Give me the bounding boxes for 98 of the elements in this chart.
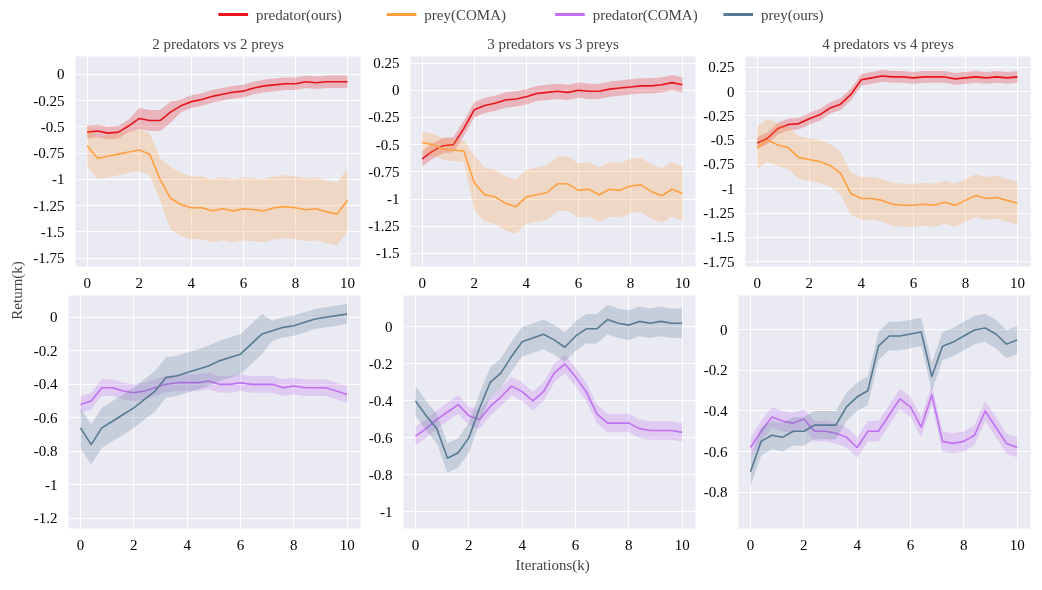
y-tick-label: 0 [50, 309, 58, 326]
x-tick-label: 10 [674, 536, 690, 553]
x-tick-label: 2 [130, 536, 138, 553]
x-tick-label: 8 [626, 274, 635, 291]
y-tick-label: 0 [720, 321, 728, 338]
y-tick-label: -0.75 [703, 156, 735, 173]
legend-label: predator(COMA) [592, 6, 698, 24]
y-tick-label: -1.5 [710, 229, 735, 246]
x-tick-label: 2 [805, 274, 814, 291]
x-tick-label: 8 [290, 536, 298, 553]
y-tick-label: -0.75 [368, 163, 400, 180]
chart-title: 4 predators vs 4 preys [822, 35, 954, 52]
y-tick-label: -0.4 [33, 376, 58, 393]
x-tick-label: 4 [853, 536, 862, 553]
y-tick-label: -0.6 [368, 429, 393, 446]
x-tick-label: 0 [83, 274, 91, 291]
y-tick-label: -1.25 [368, 218, 400, 235]
x-tick-label: 10 [339, 274, 355, 291]
x-tick-label: 0 [746, 536, 755, 553]
y-tick-label: -0.5 [375, 136, 400, 153]
y-tick-label: -0.8 [368, 466, 393, 483]
x-tick-label: 8 [960, 536, 968, 553]
x-axis-title: Iterations(k) [515, 556, 590, 574]
x-tick-label: 10 [339, 536, 355, 553]
y-tick-label: -1.5 [40, 223, 65, 240]
line-series [414, 363, 683, 437]
x-tick-label: 4 [187, 274, 196, 291]
line-series [86, 80, 349, 134]
y-tick-label: 0.25 [373, 55, 400, 72]
y-tick-label: -0.25 [33, 92, 65, 109]
y-tick-label: -0.75 [33, 145, 65, 162]
y-axis-title: Return(k) [8, 261, 26, 320]
y-tick-label: -0.6 [33, 409, 58, 426]
line-series [421, 141, 684, 208]
line-series [749, 327, 1018, 473]
y-tick-label: -0.8 [33, 443, 58, 460]
x-tick-label: 0 [411, 536, 420, 553]
y-tick-label: -0.2 [703, 362, 728, 379]
y-tick-label: -0.8 [703, 484, 728, 501]
y-tick-label: -1.5 [375, 245, 400, 262]
chart-title: 2 predators vs 2 preys [152, 35, 284, 52]
x-tick-label: 6 [571, 536, 580, 553]
x-tick-label: 6 [236, 536, 245, 553]
y-tick-label: -0.4 [368, 392, 393, 409]
y-tick-label: -0.2 [33, 342, 58, 359]
y-tick-label: 0 [57, 66, 65, 83]
y-tick-label: -1 [45, 476, 58, 493]
line-series [749, 393, 1018, 449]
x-tick-label: 2 [465, 536, 473, 553]
line-series [86, 144, 349, 215]
x-tick-label: 0 [753, 274, 761, 291]
x-tick-label: 2 [135, 274, 144, 291]
x-tick-label: 0 [76, 536, 85, 553]
x-tick-label: 2 [800, 536, 808, 553]
line-series [414, 318, 683, 460]
x-tick-label: 10 [1009, 274, 1025, 291]
y-tick-label: -0.25 [703, 107, 735, 124]
y-tick-label: 0 [385, 318, 393, 335]
y-tick-label: -1 [387, 191, 400, 208]
y-tick-label: -1.2 [33, 510, 58, 527]
line-series [79, 313, 348, 446]
y-tick-label: -1 [380, 503, 393, 520]
line-series [756, 139, 1019, 207]
y-tick-label: -1 [52, 171, 65, 188]
x-tick-label: 4 [522, 274, 531, 291]
y-tick-label: 0.25 [708, 59, 735, 76]
x-tick-label: 2 [470, 274, 479, 291]
legend-label: prey(ours) [761, 6, 824, 24]
x-tick-label: 4 [857, 274, 866, 291]
y-tick-label: 0 [392, 82, 400, 99]
y-tick-label: -0.5 [710, 132, 735, 149]
x-tick-label: 6 [574, 274, 583, 291]
x-tick-label: 10 [1009, 536, 1025, 553]
x-tick-label: 4 [183, 536, 192, 553]
legend-label: predator(ours) [256, 6, 342, 24]
x-tick-label: 0 [418, 274, 426, 291]
x-tick-label: 8 [961, 274, 970, 291]
y-tick-label: -1.25 [33, 197, 65, 214]
x-tick-label: 8 [625, 536, 633, 553]
y-tick-label: -0.25 [368, 109, 400, 126]
line-series [79, 380, 348, 406]
y-tick-label: -0.2 [368, 355, 393, 372]
y-tick-label: -1 [722, 180, 735, 197]
y-tick-label: -0.4 [703, 402, 728, 419]
y-tick-label: -1.25 [703, 205, 735, 222]
y-tick-label: -1.75 [33, 250, 65, 267]
x-tick-label: 10 [674, 274, 690, 291]
x-tick-label: 6 [909, 274, 918, 291]
y-tick-label: -0.5 [40, 118, 65, 135]
x-tick-label: 6 [906, 536, 915, 553]
y-tick-label: 0 [727, 83, 735, 100]
x-tick-label: 6 [239, 274, 248, 291]
legend-label: prey(COMA) [424, 6, 507, 24]
chart-title: 3 predators vs 3 preys [487, 35, 619, 52]
x-tick-label: 8 [291, 274, 300, 291]
y-tick-label: -1.75 [703, 253, 735, 270]
x-tick-label: 4 [518, 536, 527, 553]
y-tick-label: -0.6 [703, 443, 728, 460]
